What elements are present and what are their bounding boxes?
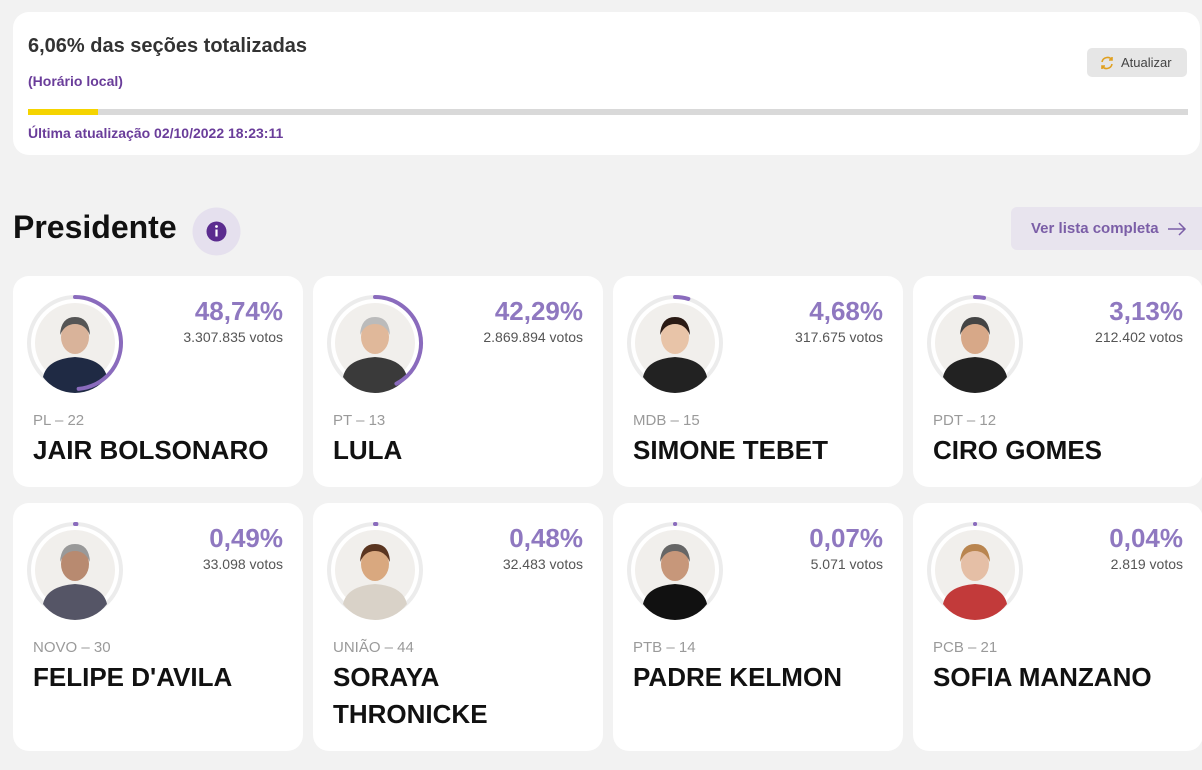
photo-body	[343, 357, 407, 393]
progress-track	[28, 109, 1188, 115]
full-list-button[interactable]: Ver lista completa	[1011, 207, 1202, 250]
candidate-party: PDT – 12	[933, 412, 997, 429]
photo-hair	[660, 317, 690, 335]
candidate-card: 0,07% 5.071 votos PTB – 14 PADRE KELMON	[613, 503, 903, 751]
photo-face	[661, 320, 689, 354]
candidate-party: NOVO – 30	[33, 639, 111, 656]
arrow-icon	[1168, 222, 1187, 236]
vote-share-arc	[373, 295, 423, 386]
candidate-percent: 3,13%	[1109, 296, 1183, 326]
info-button[interactable]	[192, 207, 241, 256]
candidate-name: FELIPE D'AVILA	[33, 662, 233, 692]
candidate-party: PT – 13	[333, 412, 386, 429]
candidate-votes: 32.483 votos	[502, 556, 583, 572]
candidate-votes: 317.675 votos	[795, 329, 883, 345]
candidate-name: PADRE KELMON	[633, 662, 842, 692]
candidate-avatar	[327, 522, 423, 620]
photo-face	[361, 547, 389, 581]
refresh-label: Atualizar	[1121, 55, 1172, 70]
candidate-name: SORAYA THRONICKE	[333, 662, 488, 729]
candidate-party: PCB – 21	[933, 639, 998, 656]
photo-body	[943, 357, 1007, 393]
candidate-card: 0,49% 33.098 votos NOVO – 30 FELIPE D'AVILA	[13, 503, 303, 751]
candidate-avatar	[627, 295, 723, 393]
vote-share-arc	[73, 295, 123, 391]
candidate-party: PL – 22	[33, 412, 85, 429]
candidate-avatar	[27, 522, 123, 620]
photo-face	[61, 547, 89, 581]
status-title: 6,06% das seções totalizadas	[28, 35, 308, 57]
photo-hair	[960, 544, 990, 562]
last-update: Última atualização 02/10/2022 18:23:11	[28, 125, 284, 141]
photo-face	[661, 547, 689, 581]
candidate-name: JAIR BOLSONARO	[33, 435, 269, 465]
candidate-votes: 5.071 votos	[810, 556, 883, 572]
photo-hair	[660, 544, 690, 562]
photo-body	[343, 584, 407, 620]
candidate-percent: 0,07%	[809, 523, 883, 553]
refresh-icon	[1101, 56, 1113, 70]
full-list-label: Ver lista completa	[1031, 220, 1159, 237]
candidate-card: 48,74% 3.307.835 votos PL – 22 JAIR BOLSONA…	[13, 276, 303, 487]
photo-body	[943, 584, 1007, 620]
candidate-percent: 0,49%	[209, 523, 283, 553]
candidate-card: 0,48% 32.483 votos UNIÃO – 44 SORAYA THRONI…	[313, 503, 603, 751]
vote-share-arc	[673, 295, 691, 301]
candidate-votes: 33.098 votos	[202, 556, 283, 572]
vote-share-arc	[973, 295, 986, 300]
candidate-percent: 0,48%	[509, 523, 583, 553]
candidate-card: 42,29% 2.869.894 votos PT – 13 LULA	[313, 276, 603, 487]
candidate-name: SIMONE TEBET	[633, 435, 829, 465]
candidate-percent: 0,04%	[1109, 523, 1183, 553]
candidate-card: 0,04% 2.819 votos PCB – 21 SOFIA MANZANO	[913, 503, 1202, 751]
photo-face	[361, 320, 389, 354]
candidate-percent: 48,74%	[194, 296, 283, 326]
photo-body	[43, 584, 107, 620]
photo-hair	[960, 317, 990, 335]
photo-hair	[60, 317, 90, 335]
candidate-card: 3,13% 212.402 votos PDT – 12 CIRO GOMES	[913, 276, 1202, 487]
candidate-party: MDB – 15	[633, 412, 700, 429]
candidate-votes: 3.307.835 votos	[183, 329, 283, 345]
photo-face	[961, 547, 989, 581]
photo-body	[643, 584, 707, 620]
candidate-name: SOFIA MANZANO	[933, 662, 1152, 692]
candidate-votes: 2.819 votos	[1110, 556, 1183, 572]
photo-body	[43, 357, 107, 393]
candidate-avatar	[327, 295, 423, 393]
candidate-card: 4,68% 317.675 votos MDB – 15 SIMONE TEBET	[613, 276, 903, 487]
photo-hair	[360, 544, 390, 562]
section-title: Presidente	[13, 209, 177, 245]
candidate-percent: 42,29%	[494, 296, 583, 326]
candidate-party: PTB – 14	[633, 639, 696, 656]
photo-face	[61, 320, 89, 354]
photo-hair	[60, 544, 90, 562]
status-card: 6,06% das seções totalizadas (Horário lo…	[13, 12, 1200, 155]
candidate-votes: 2.869.894 votos	[483, 329, 583, 345]
candidate-name: CIRO GOMES	[933, 435, 1103, 465]
candidate-name: LULA	[333, 435, 403, 465]
photo-body	[643, 357, 707, 393]
candidate-percent: 4,68%	[809, 296, 883, 326]
candidate-avatar	[627, 521, 723, 620]
photo-face	[961, 320, 989, 354]
candidate-avatar	[927, 295, 1023, 393]
candidate-votes: 212.402 votos	[1095, 329, 1183, 345]
photo-hair	[360, 317, 390, 335]
progress-fill	[28, 109, 99, 115]
refresh-button[interactable]: Atualizar	[1087, 48, 1187, 77]
timezone: (Horário local)	[28, 73, 123, 89]
candidate-party: UNIÃO – 44	[333, 639, 414, 656]
candidate-avatar	[27, 295, 123, 393]
candidate-avatar	[927, 521, 1023, 620]
